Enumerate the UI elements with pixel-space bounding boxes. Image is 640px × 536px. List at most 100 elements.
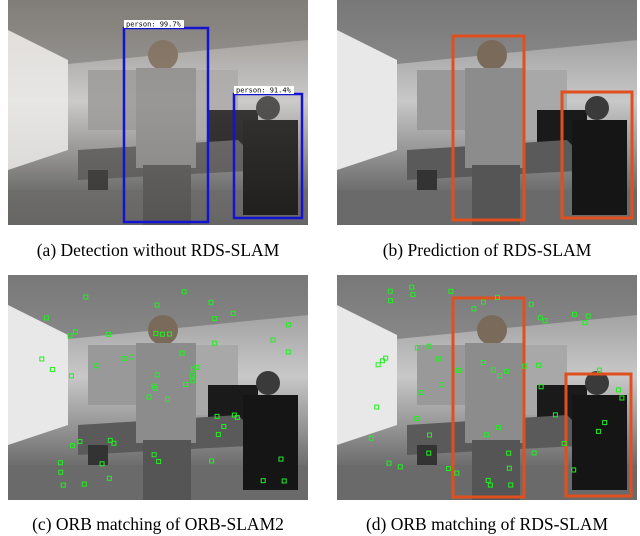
feature-point — [485, 477, 491, 483]
feature-point — [81, 481, 87, 487]
feature-point — [542, 318, 548, 324]
feature-point — [208, 299, 214, 305]
feature-point — [374, 404, 380, 410]
feature-point — [77, 439, 83, 445]
feature-point — [471, 306, 477, 312]
feature-point — [151, 452, 157, 458]
feature-point — [572, 311, 578, 317]
caption: (b) Prediction of RDS-SLAM — [383, 240, 592, 260]
feature-point — [72, 329, 78, 335]
feature-point — [506, 465, 512, 471]
feature-point — [426, 450, 432, 456]
feature-point — [379, 358, 385, 364]
feature-point — [106, 475, 112, 481]
feature-point — [153, 331, 159, 337]
feature-point — [522, 363, 528, 369]
feature-point — [388, 298, 394, 304]
feature-point — [212, 316, 218, 322]
feature-point — [165, 396, 171, 402]
feature-point — [495, 425, 501, 431]
feature-point — [260, 478, 266, 484]
feature-point — [531, 450, 537, 456]
feature-point — [397, 464, 403, 470]
feature-point — [595, 428, 601, 434]
feature-point — [189, 372, 195, 378]
feature-point — [506, 450, 512, 456]
feature-point — [231, 412, 237, 418]
caption: (a) Detection without RDS-SLAM — [37, 240, 280, 260]
feature-point — [596, 367, 602, 373]
feature-point — [151, 383, 157, 389]
feature-point — [221, 424, 227, 430]
feature-point — [480, 299, 486, 305]
prediction-box — [560, 90, 634, 220]
feature-point — [111, 440, 117, 446]
panel-c: (c) ORB matching of ORB-SLAM2 — [8, 275, 308, 534]
feature-point — [483, 432, 489, 438]
feature-point — [582, 320, 588, 326]
feature-point — [375, 362, 381, 368]
feature-point — [494, 294, 500, 300]
feature-point — [121, 355, 127, 361]
feature-point — [409, 284, 415, 290]
feature-point — [58, 469, 64, 475]
feature-point — [156, 458, 162, 464]
panel-b: (b) Prediction of RDS-SLAM — [337, 0, 637, 260]
caption: (c) ORB matching of ORB-SLAM2 — [32, 514, 284, 534]
feature-point — [561, 440, 567, 446]
feature-point — [386, 460, 392, 466]
feature-point — [436, 356, 442, 362]
feature-point — [418, 390, 424, 396]
feature-point — [214, 413, 220, 419]
feature-point — [146, 394, 152, 400]
feature-point — [528, 301, 534, 307]
feature-point — [154, 302, 160, 308]
feature-point — [159, 331, 165, 337]
feature-point — [487, 482, 493, 488]
panel-d: (d) ORB matching of RDS-SLAM — [337, 275, 637, 534]
feature-point — [448, 288, 454, 294]
feature-point — [154, 372, 160, 378]
feature-point — [503, 368, 509, 374]
feature-point — [368, 435, 374, 441]
feature-point — [83, 294, 89, 300]
feature-point — [508, 482, 514, 488]
prediction-box — [451, 34, 526, 222]
feature-point — [39, 356, 45, 362]
feature-point — [439, 382, 445, 388]
feature-point — [285, 349, 291, 355]
feature-point — [67, 333, 73, 339]
prediction-box — [451, 296, 526, 499]
feature-point — [49, 366, 55, 372]
feature-point — [212, 340, 218, 346]
feature-point — [497, 373, 503, 379]
feature-point — [281, 478, 287, 484]
feature-point — [410, 291, 416, 297]
feature-point — [619, 395, 625, 401]
feature-point — [60, 482, 66, 488]
feature-point — [43, 315, 49, 321]
feature-point — [585, 313, 591, 319]
feature-point — [285, 322, 291, 328]
feature-point — [57, 460, 63, 466]
prediction-box — [564, 372, 633, 498]
feature-point — [414, 345, 420, 351]
feature-point — [167, 331, 173, 337]
feature-point — [426, 343, 432, 349]
feature-point — [490, 367, 496, 373]
feature-point — [455, 367, 461, 373]
feature-point — [99, 461, 105, 467]
feature-point — [179, 350, 185, 356]
feature-point — [445, 466, 451, 472]
feature-point — [68, 373, 74, 379]
detection-label: person: 91.4% — [236, 87, 292, 95]
feature-point — [190, 378, 196, 384]
feature-point — [234, 415, 240, 421]
feature-point — [215, 431, 221, 437]
caption: (d) ORB matching of RDS-SLAM — [366, 514, 609, 534]
feature-point — [209, 458, 215, 464]
feature-point — [571, 467, 577, 473]
feature-point — [615, 387, 621, 393]
feature-point — [538, 384, 544, 390]
